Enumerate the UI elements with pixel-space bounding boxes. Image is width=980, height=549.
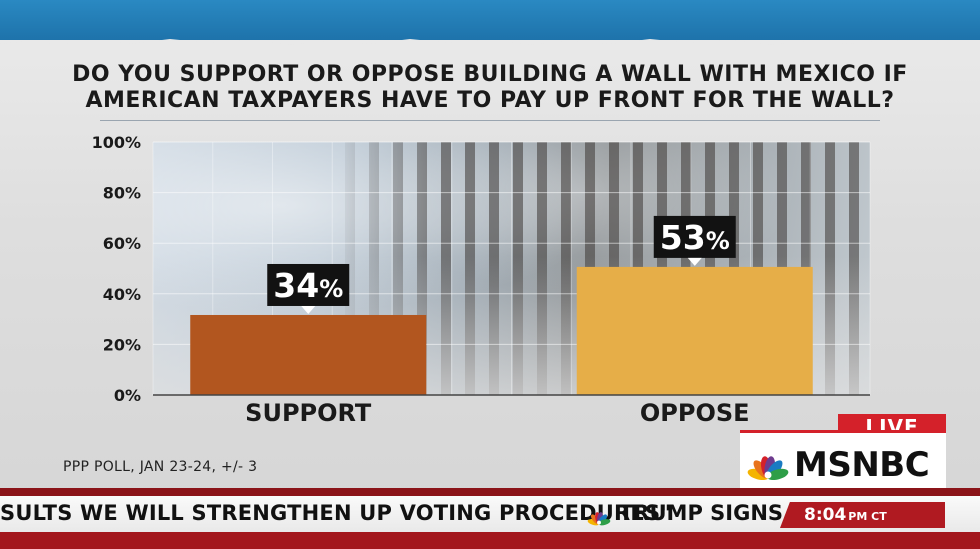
ticker-headline: SULTS WE WILL STRENGTHEN UP VOTING PROCE… (0, 501, 672, 525)
torn-paper-edge (0, 39, 980, 50)
y-tick-label: 60% (103, 234, 141, 253)
value-callout-box (653, 215, 736, 258)
question-line-1: DO YOU SUPPORT OR OPPOSE BUILDING A WALL… (72, 62, 908, 87)
news-ticker: SULTS WE WILL STRENGTHEN UP VOTING PROCE… (0, 496, 980, 532)
clock-time: 8:04 (804, 505, 847, 525)
ticker-peacock-icon (587, 512, 611, 526)
data-label: 53% (660, 218, 730, 257)
x-category-label: OPPOSE (640, 399, 750, 427)
ticker-bottom-stripe (0, 532, 980, 549)
peacock-icon (747, 456, 789, 481)
y-tick-label: 100% (92, 133, 141, 152)
ticker-top-stripe (0, 488, 980, 496)
clock-zone: PM CT (848, 510, 887, 523)
value-callout-pointer (687, 257, 702, 266)
x-category-label: SUPPORT (245, 399, 372, 427)
y-tick-label: 0% (114, 386, 141, 405)
y-tick-label: 20% (103, 335, 141, 354)
ticker-next-headline: TRUMP SIGNS E (619, 501, 805, 525)
bar (576, 266, 813, 395)
title-divider (100, 120, 880, 121)
y-tick-label: 40% (103, 285, 141, 304)
poll-source: PPP POLL, JAN 23-24, +/- 3 (63, 459, 258, 475)
value-callout-pointer (301, 305, 316, 314)
y-tick-label: 80% (103, 184, 141, 203)
value-callout-box (267, 263, 350, 306)
clock: 8:04 PM CT (780, 502, 945, 528)
network-name: MSNBC (794, 445, 930, 485)
question-title: DO YOU SUPPORT OR OPPOSE BUILDING A WALL… (40, 62, 940, 114)
network-logo: MSNBC (740, 430, 946, 496)
question-line-2: AMERICAN TAXPAYERS HAVE TO PAY UP FRONT … (85, 88, 895, 113)
data-label: 34% (273, 266, 343, 305)
bar (190, 314, 427, 395)
